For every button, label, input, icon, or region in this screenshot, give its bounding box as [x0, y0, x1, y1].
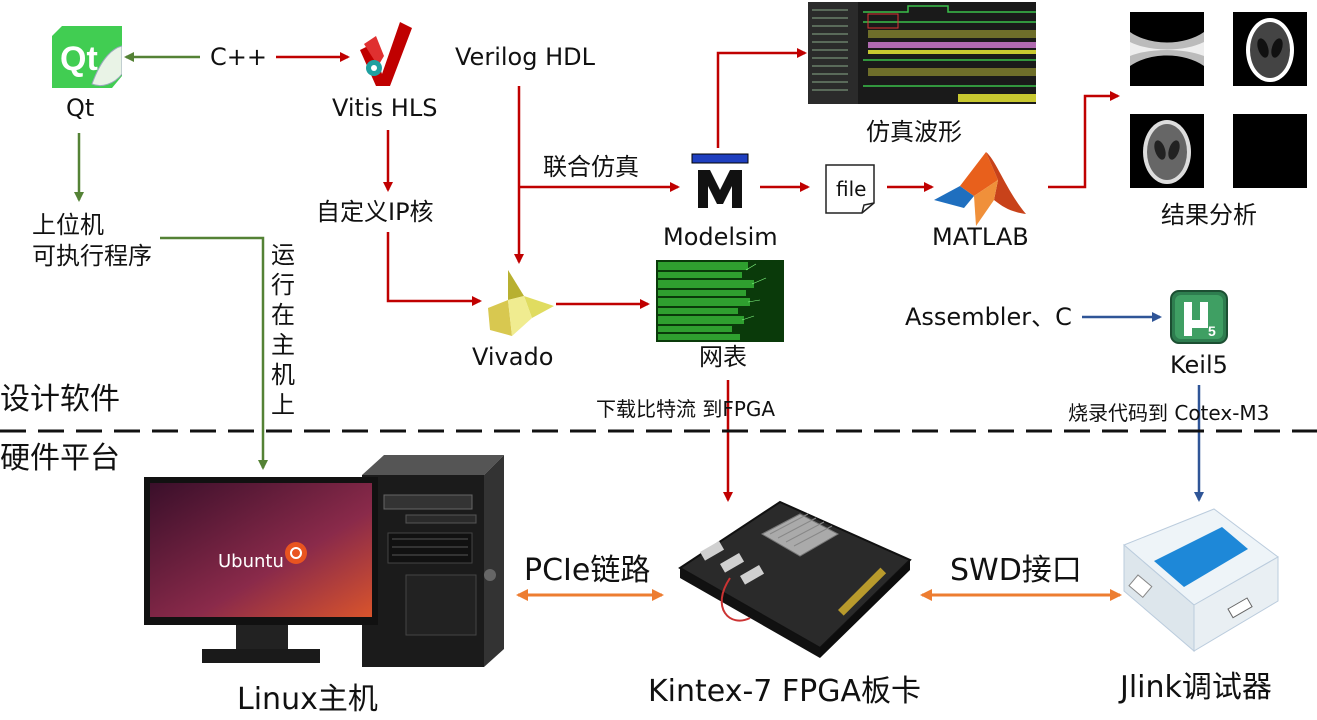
file-icon: file: [824, 163, 876, 215]
linux-host-image: Ubuntu: [144, 455, 510, 669]
file-label: file: [836, 177, 867, 201]
result-image-phantom-1: [1233, 2, 1307, 86]
modelsim-logo-icon: [690, 152, 750, 210]
qt-logo-icon: Qt: [52, 26, 123, 88]
vitis-logo-icon: [360, 22, 412, 86]
modelsim-label: Modelsim: [663, 223, 778, 251]
result-image-sinogram: [1130, 2, 1204, 86]
burn-label: 烧录代码到 Cotex-M3: [1068, 401, 1270, 425]
matlab-label: MATLAB: [932, 223, 1029, 251]
host-exe-label-2: 可执行程序: [32, 242, 152, 270]
run-on-host-char: 机: [271, 361, 295, 389]
swd-label: SWD接口: [950, 553, 1082, 588]
simulation-waveform-image: [808, 2, 1036, 104]
custom-ip-label: 自定义IP核: [316, 198, 434, 226]
vitis-label: Vitis HLS: [332, 94, 438, 122]
keil-logo-icon: 5: [1170, 290, 1228, 344]
run-on-host-char: 运: [271, 241, 295, 269]
run-on-host-char: 行: [271, 271, 295, 299]
sim-wave-label: 仿真波形: [866, 118, 962, 146]
host-exe-label-1: 上位机: [32, 211, 104, 239]
fpga-board-label: Kintex-7 FPGA板卡: [648, 674, 922, 709]
netlist-label: 网表: [699, 343, 747, 371]
cosim-label: 联合仿真: [543, 153, 639, 181]
svg-text:5: 5: [1208, 323, 1216, 339]
linux-host-label: Linux主机: [237, 682, 378, 717]
svg-text:Qt: Qt: [60, 40, 98, 78]
result-image-phantom-2: [1130, 104, 1204, 188]
run-on-host-label: 运 行 在 主 机 上: [269, 240, 297, 420]
netlist-image: [656, 260, 784, 342]
matlab-logo-icon: [934, 150, 1026, 226]
vivado-logo-icon: [484, 270, 554, 336]
verilog-label: Verilog HDL: [455, 43, 595, 71]
jlink-label: Jlink调试器: [1120, 670, 1272, 705]
cpp-label: C++: [210, 43, 267, 71]
keil-label: Keil5: [1170, 351, 1228, 379]
result-label: 结果分析: [1161, 201, 1257, 229]
arrow-exe-to-linux: [160, 236, 268, 470]
run-on-host-char: 上: [271, 391, 295, 419]
arrow-matlab-to-result: [1048, 91, 1120, 189]
pcie-label: PCIe链路: [524, 553, 651, 588]
jlink-debugger-image: [1118, 505, 1280, 653]
section-hardware-label: 硬件平台: [0, 441, 120, 476]
download-label: 下载比特流 到FPGA: [596, 397, 776, 421]
ubuntu-label: Ubuntu: [218, 551, 284, 572]
arrow-modelsim-to-wave: [716, 48, 807, 148]
asm-c-label: Assembler、C: [905, 303, 1072, 331]
qt-label: Qt: [66, 94, 95, 122]
run-on-host-char: 在: [271, 301, 295, 329]
fpga-board-image: [670, 498, 918, 664]
run-on-host-char: 主: [271, 331, 295, 359]
result-image-difference: [1233, 104, 1307, 188]
arrow-ip-to-vivado: [386, 232, 482, 306]
section-design-label: 设计软件: [0, 382, 120, 417]
vivado-label: Vivado: [472, 343, 554, 371]
